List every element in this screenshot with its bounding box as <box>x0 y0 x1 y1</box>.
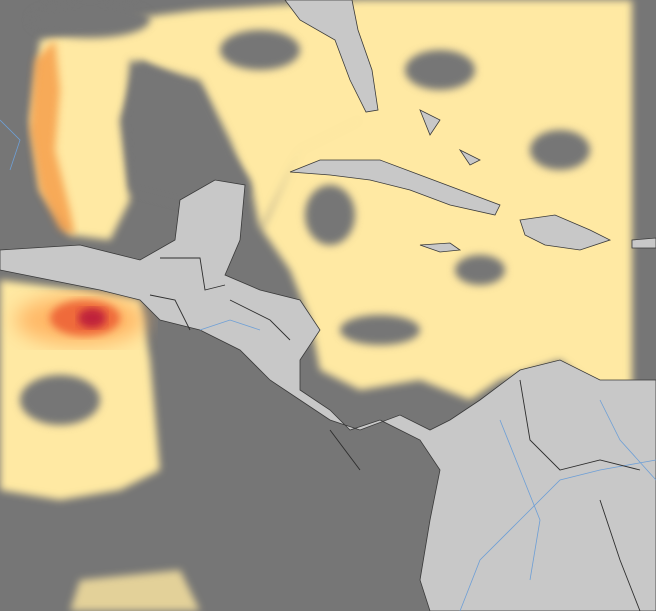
bahamas <box>419 109 481 166</box>
border <box>599 499 641 611</box>
border <box>519 379 641 471</box>
gap <box>405 50 475 90</box>
river <box>199 319 261 331</box>
hispaniola <box>519 214 612 251</box>
gap <box>340 315 420 345</box>
border <box>229 299 291 341</box>
mexico-coast-plume <box>30 40 75 235</box>
gap <box>455 255 505 285</box>
jamaica <box>419 242 462 253</box>
cuba <box>289 159 501 216</box>
river <box>0 119 21 171</box>
rivers <box>0 119 656 611</box>
high-concentration <box>15 40 557 430</box>
gap <box>305 185 355 245</box>
river <box>459 459 656 611</box>
yucatan-central-america <box>0 179 656 611</box>
gap <box>20 375 100 425</box>
river <box>499 419 541 581</box>
puerto-rico <box>631 237 656 249</box>
gap <box>30 2 150 38</box>
borders <box>149 257 641 611</box>
border <box>329 429 361 471</box>
river <box>599 399 656 481</box>
gap <box>530 130 590 170</box>
border <box>149 294 191 331</box>
gulf-gap <box>125 60 250 215</box>
pacific-south-swath <box>70 570 200 611</box>
florida <box>284 0 379 113</box>
pacific-plume-peak <box>78 308 106 328</box>
gap <box>220 30 300 70</box>
border <box>160 257 226 291</box>
cloud-gaps <box>20 2 590 425</box>
